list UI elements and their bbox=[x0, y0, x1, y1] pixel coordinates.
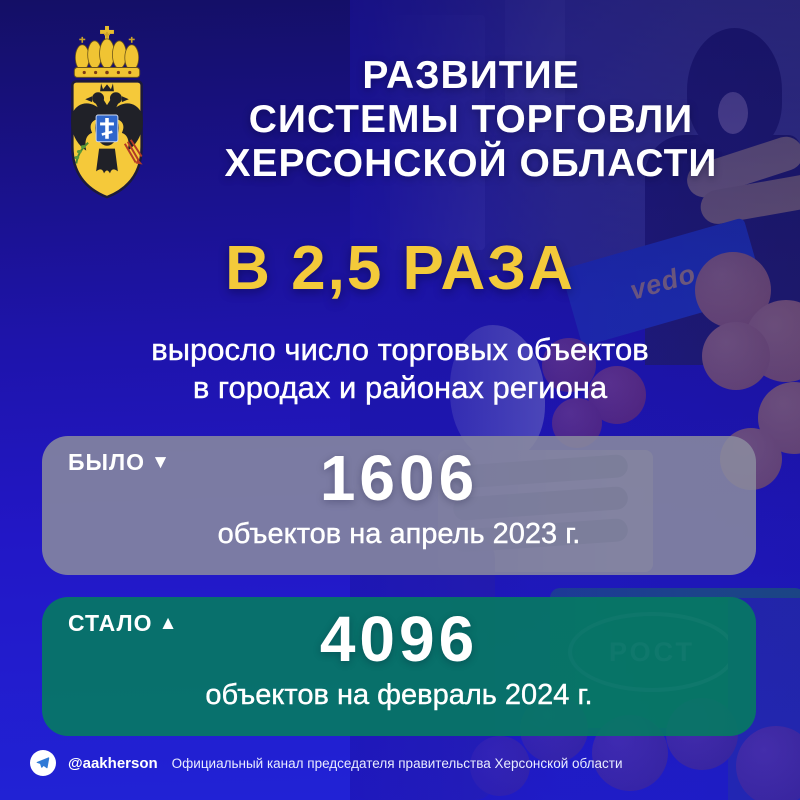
stat-caption-was: объектов на апрель 2023 г. bbox=[217, 518, 581, 550]
stat-badge-label: БЫЛО bbox=[68, 449, 146, 475]
stat-value-was: 1606 bbox=[319, 442, 479, 514]
stat-value-now: 4096 bbox=[319, 603, 479, 675]
channel-description: Официальный канал председателя правитель… bbox=[171, 755, 623, 771]
arrow-down-icon: ▼ bbox=[151, 452, 171, 473]
page-title-line: СИСТЕМЫ ТОРГОВЛИ bbox=[248, 98, 694, 141]
subtitle-line: в городах и районах региона bbox=[192, 370, 608, 405]
stat-card-was: БЫЛО ▼ 1606 объектов на апрель 2023 г. bbox=[42, 436, 756, 575]
subtitle-line: выросло число торговых объектов bbox=[151, 332, 649, 367]
coat-of-arms bbox=[52, 24, 162, 212]
footer: @aakherson Официальный канал председател… bbox=[30, 750, 623, 776]
page-title-line: ХЕРСОНСКОЙ ОБЛАСТИ bbox=[224, 142, 718, 185]
stat-card-now: СТАЛО ▲ 4096 объектов на февраль 2024 г. bbox=[42, 597, 756, 736]
stat-badge-was: БЫЛО ▼ bbox=[68, 449, 171, 476]
page-title: РАЗВИТИЕ СИСТЕМЫ ТОРГОВЛИ ХЕРСОНСКОЙ ОБЛ… bbox=[170, 54, 772, 186]
stat-caption-now: объектов на февраль 2024 г. bbox=[205, 679, 593, 711]
arrow-up-icon: ▲ bbox=[158, 613, 179, 634]
telegram-handle[interactable]: @aakherson bbox=[68, 754, 158, 772]
growth-ratio-headline: В 2,5 РАЗА bbox=[225, 234, 575, 303]
stat-badge-label: СТАЛО bbox=[68, 610, 153, 636]
subtitle: выросло число торговых объектов в города… bbox=[0, 331, 800, 407]
kherson-coat-of-arms-icon bbox=[71, 25, 143, 199]
page-title-line: РАЗВИТИЕ bbox=[362, 54, 580, 97]
stat-badge-now: СТАЛО ▲ bbox=[68, 610, 178, 637]
telegram-icon[interactable] bbox=[30, 750, 56, 776]
